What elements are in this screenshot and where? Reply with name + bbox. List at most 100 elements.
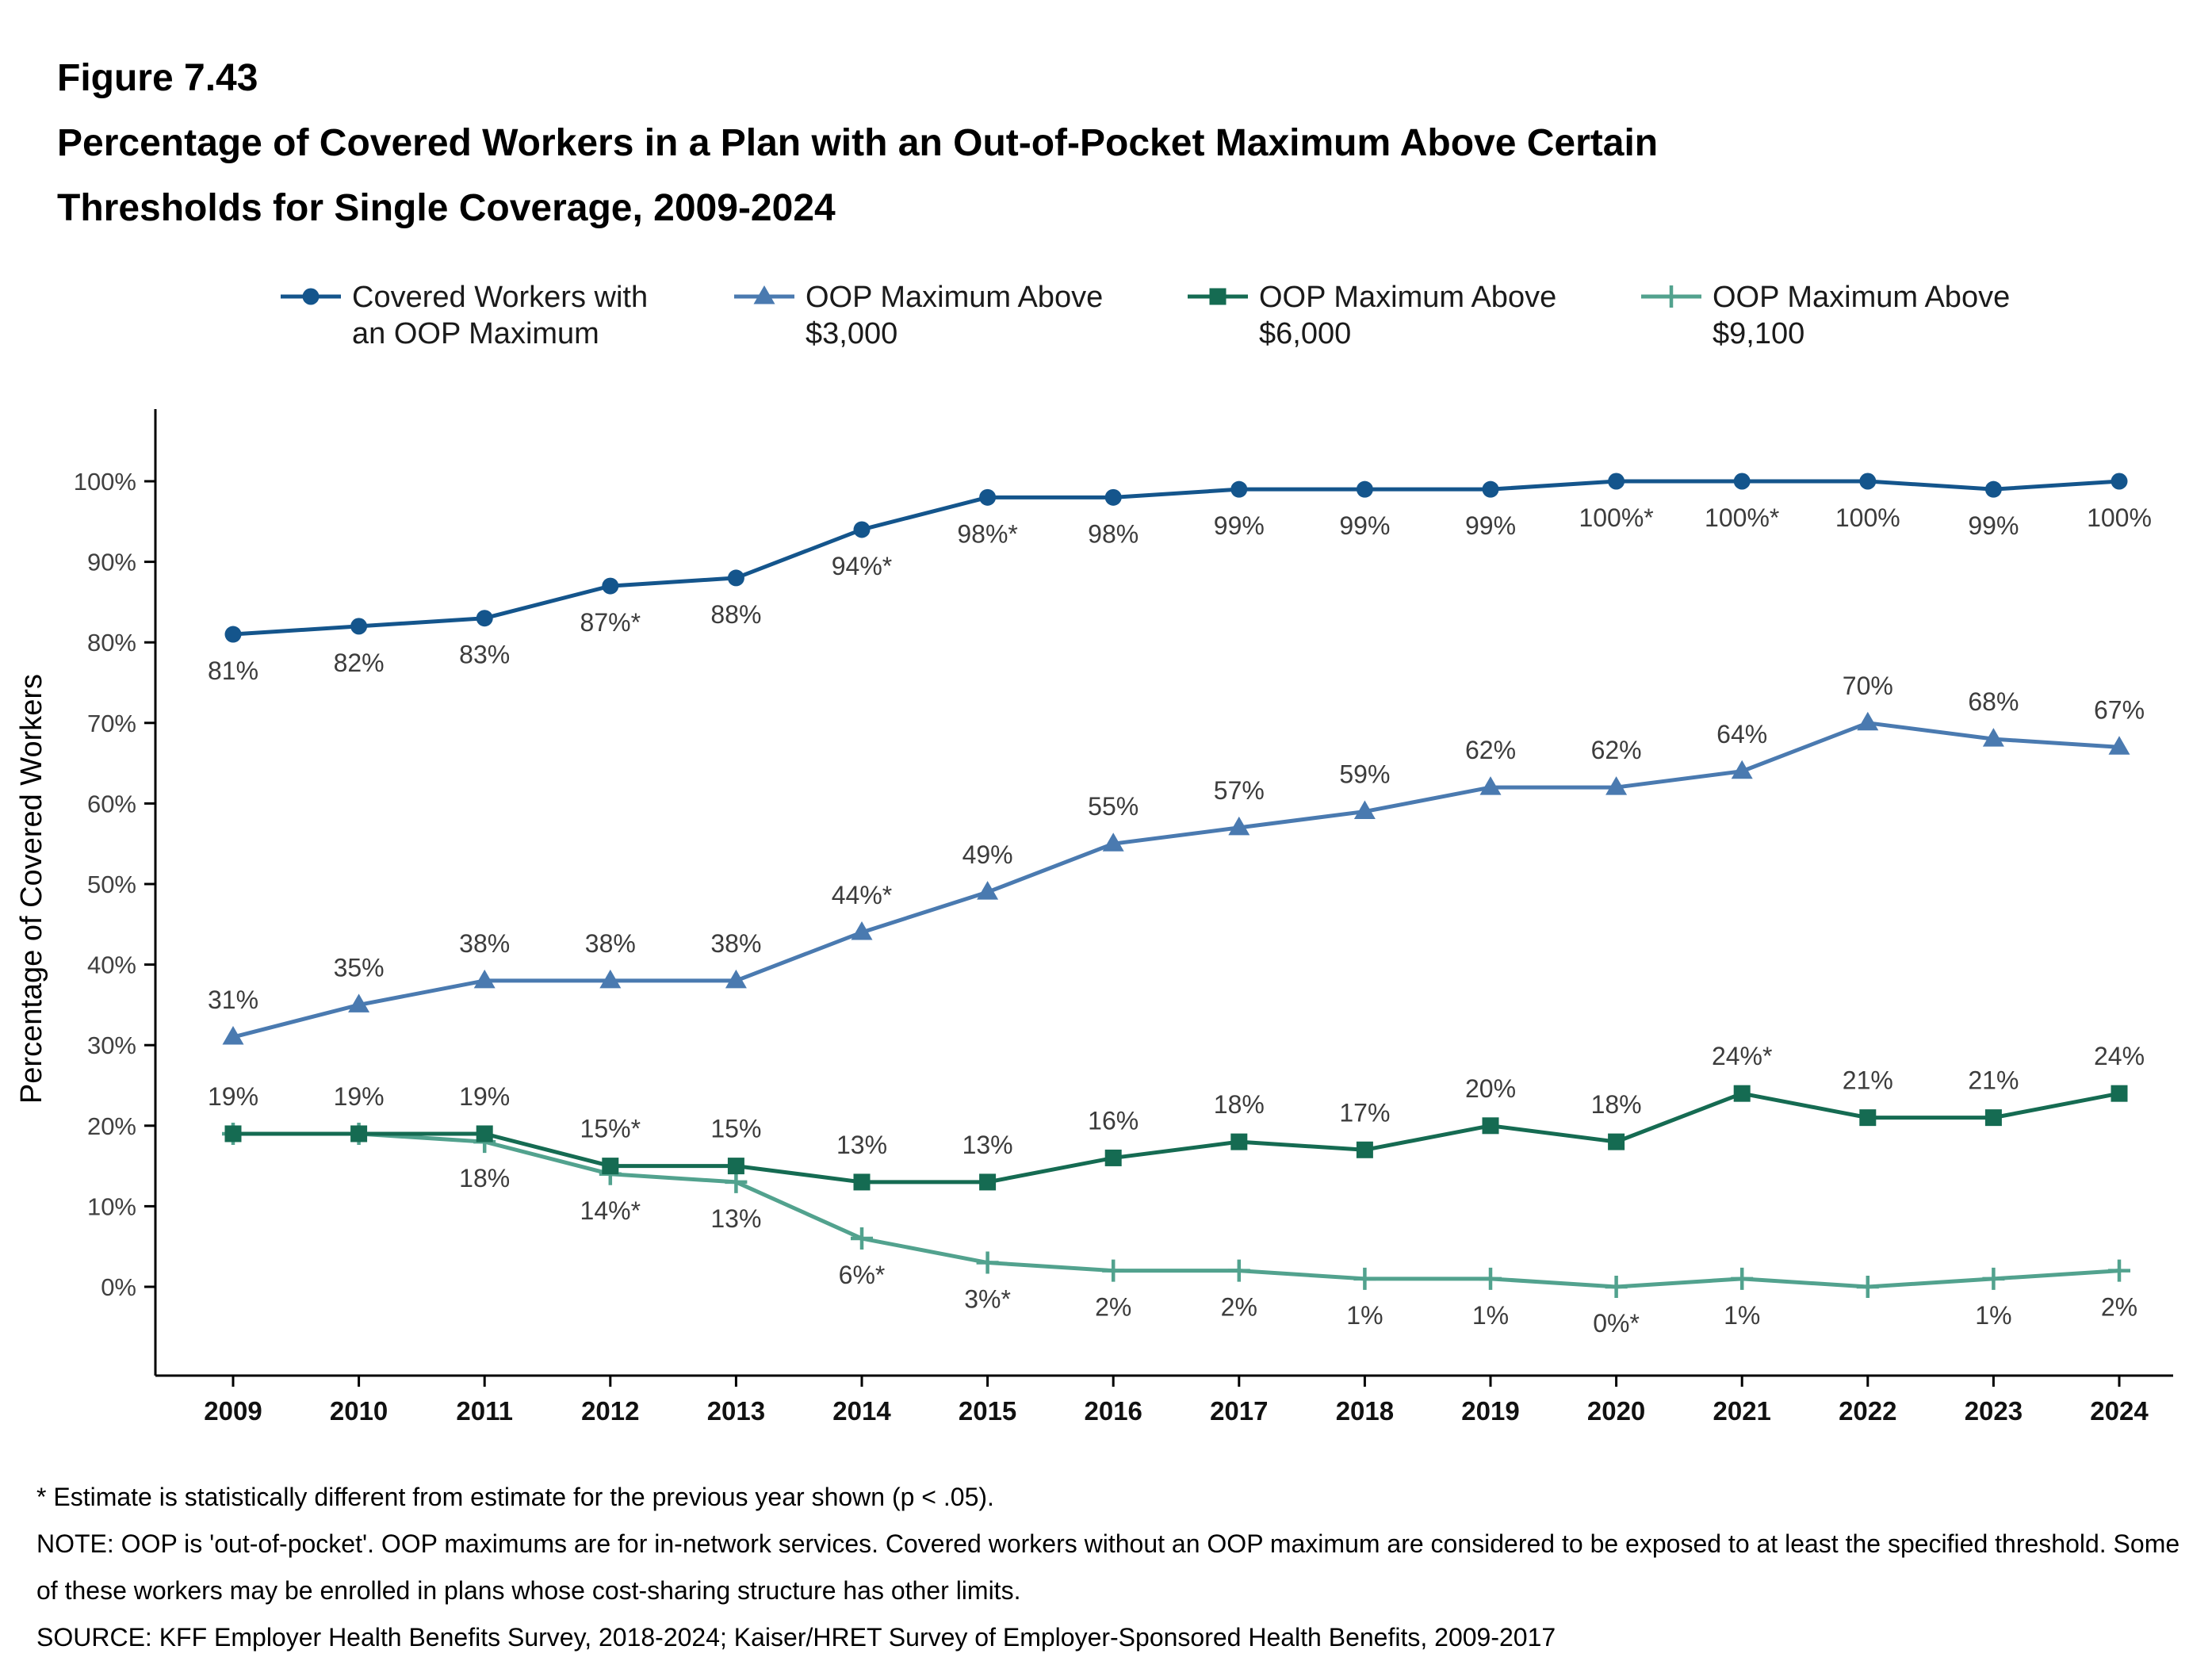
data-label: 1% (1975, 1301, 2011, 1330)
square-marker-icon (350, 1125, 368, 1143)
data-label: 87%* (580, 608, 641, 637)
data-label: 38% (459, 929, 510, 958)
x-tick-label: 2022 (1839, 1396, 1896, 1426)
x-tick-label: 2018 (1336, 1396, 1394, 1426)
legend-item-3: OOP Maximum Above $6,000 (1184, 279, 1638, 352)
x-tick-label: 2016 (1084, 1396, 1142, 1426)
square-legend-icon (1188, 288, 1248, 305)
plus-marker-icon (851, 1227, 873, 1250)
x-tick-label: 2009 (204, 1396, 262, 1426)
y-tick-label: 50% (87, 871, 136, 898)
data-label: 44%* (832, 881, 893, 909)
data-label: 35% (334, 953, 385, 982)
plus-marker-icon (1982, 1267, 2005, 1290)
legend-item-4: OOP Maximum Above $9,100 (1638, 279, 2091, 352)
line-chart: Percentage of Covered Workers 0% 10% 20% 30… (15, 409, 2173, 1426)
legend-label: OOP Maximum Above $3,000 (806, 281, 1104, 350)
circle-marker-icon (727, 569, 744, 587)
legend-label: OOP Maximum Above $6,000 (1259, 281, 1557, 350)
data-label: 21% (1843, 1066, 1893, 1095)
triangle-marker-icon (753, 285, 775, 304)
y-tick-label: 100% (74, 468, 136, 496)
data-label: 2% (1221, 1293, 1257, 1322)
x-tick-label: 2014 (832, 1396, 891, 1426)
circle-marker-icon (476, 610, 493, 627)
y-tick-label: 0% (101, 1273, 136, 1301)
series-line (232, 479, 2120, 637)
triangle-marker-icon (1228, 816, 1250, 836)
triangle-marker-icon (599, 969, 622, 989)
square-marker-icon (853, 1173, 871, 1191)
x-tick-label: 2010 (330, 1396, 388, 1426)
data-label: 62% (1591, 736, 1642, 764)
circle-marker-icon (979, 488, 997, 506)
legend-label: OOP Maximum Above $9,100 (1713, 281, 2011, 350)
data-label: 2% (1095, 1293, 1131, 1322)
data-label: 0%* (1593, 1309, 1640, 1338)
plus-legend-icon (1641, 285, 1701, 308)
triangle-marker-icon (1479, 776, 1502, 795)
series-line (232, 721, 2120, 1039)
circle-marker-icon (602, 577, 619, 595)
triangle-marker-icon (348, 993, 370, 1012)
triangle-legend-icon (734, 285, 794, 304)
data-label: 1% (1346, 1301, 1383, 1330)
chart-content: 0% 10% 20% 30% 40% 50% 60% 70% 80% 90% 100% 2009 201… (74, 409, 2173, 1426)
square-marker-icon (1984, 1109, 2002, 1127)
legend-label: Covered Workers with an OOP Maximum (352, 281, 649, 350)
square-marker-icon (1733, 1085, 1751, 1102)
triangle-marker-icon (1857, 711, 1879, 731)
data-label: 13% (710, 1204, 761, 1233)
circle-marker-icon (2111, 473, 2128, 490)
square-marker-icon (1104, 1149, 1122, 1166)
data-label: 49% (962, 840, 1013, 869)
data-label: 19% (208, 1082, 258, 1111)
plus-marker-icon (725, 1170, 748, 1193)
chart-title-line1: Percentage of Covered Workers in a Plan … (57, 122, 1659, 164)
square-marker-icon (1608, 1133, 1625, 1150)
plus-marker-icon (2108, 1259, 2130, 1282)
x-tick-label: 2012 (581, 1396, 639, 1426)
plus-marker-icon (1353, 1267, 1376, 1290)
x-tick-label: 2019 (1461, 1396, 1519, 1426)
triangle-marker-icon (1353, 800, 1376, 820)
footnote-star: * Estimate is statistically different fr… (36, 1483, 994, 1511)
triangle-marker-icon (1731, 760, 1753, 779)
square-marker-icon (1356, 1141, 1373, 1158)
x-tick-label: 2011 (456, 1396, 513, 1426)
square-marker-icon (476, 1125, 493, 1143)
circle-marker-icon (1104, 488, 1122, 506)
chart-footnotes: * Estimate is statistically different fr… (36, 1474, 2187, 1661)
square-marker-icon (2111, 1085, 2128, 1102)
y-tick-label: 90% (87, 549, 136, 576)
plus-marker-icon (1660, 285, 1682, 308)
square-marker-icon (727, 1158, 744, 1175)
data-label: 18% (1591, 1090, 1642, 1119)
data-label: 98% (1088, 519, 1139, 548)
data-label: 81% (208, 656, 258, 685)
series-line (233, 1131, 2120, 1289)
circle-marker-icon (1733, 473, 1751, 490)
y-axis-title: Percentage of Covered Workers (15, 674, 48, 1104)
y-tick-label: 40% (87, 951, 136, 979)
data-label: 100% (1835, 503, 1900, 532)
data-label: 98%* (957, 519, 1018, 548)
data-label: 24% (2094, 1042, 2145, 1070)
chart-legend: Covered Workers with an OOP Maximum OOP Ma… (277, 279, 2091, 352)
triangle-marker-icon (1102, 832, 1124, 852)
square-marker-icon (1209, 288, 1227, 305)
data-label: 17% (1339, 1098, 1390, 1127)
chart-title-line2: Thresholds for Single Coverage, 2009-202… (57, 187, 836, 229)
circle-marker-icon (853, 521, 871, 538)
data-label: 13% (962, 1131, 1013, 1159)
figure-header: Figure 7.43 Percentage of Covered Worker… (57, 46, 1658, 241)
data-label: 6%* (839, 1261, 886, 1289)
triangle-marker-icon (725, 969, 747, 989)
x-tick-label: 2013 (707, 1396, 765, 1426)
circle-marker-icon (1608, 473, 1625, 490)
circle-marker-icon (1356, 480, 1373, 498)
triangle-marker-icon (851, 921, 873, 940)
triangle-marker-icon (1982, 728, 2004, 747)
circle-legend-icon (281, 288, 341, 305)
circle-marker-icon (350, 618, 368, 635)
